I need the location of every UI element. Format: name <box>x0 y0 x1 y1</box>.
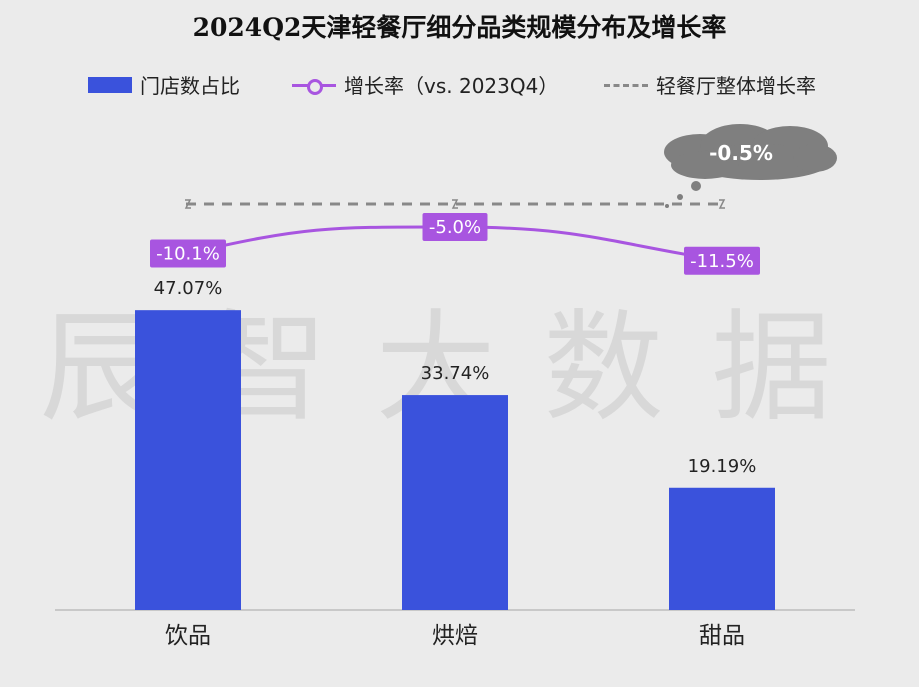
legend: 门店数占比 增长率（vs. 2023Q4） 轻餐厅整体增长率 <box>0 70 919 98</box>
legend-bar-label: 门店数占比 <box>140 74 240 98</box>
cloud-tail-dot <box>665 204 669 208</box>
overall-growth-label: -0.5% <box>709 141 773 165</box>
legend-dash-label: 轻餐厅整体增长率 <box>656 74 816 98</box>
cloud-tail-dot <box>677 194 683 200</box>
legend-item-line: 增长率（vs. 2023Q4） <box>292 70 558 99</box>
category-label: 饮品 <box>165 623 211 649</box>
chart-title: 2024Q2天津轻餐厅细分品类规模分布及增长率 <box>192 13 727 42</box>
bar-value-label: 19.19% <box>688 456 757 477</box>
growth-rate-label: -11.5% <box>690 251 754 272</box>
growth-rate-label-box <box>422 213 488 241</box>
overall-growth-marker <box>184 199 192 209</box>
legend-dash-swatch <box>604 77 648 93</box>
bar <box>402 395 508 610</box>
growth-rate-label: -10.1% <box>156 244 220 265</box>
legend-item-dash: 轻餐厅整体增长率 <box>604 70 816 99</box>
legend-bar-swatch <box>88 76 132 93</box>
overall-growth-marker <box>718 199 726 209</box>
cloud-callout <box>793 144 837 172</box>
growth-rate-label-box <box>684 246 760 275</box>
cloud-callout <box>671 151 739 179</box>
bar-value-label: 47.07% <box>154 278 223 299</box>
growth-rate-label-box <box>150 239 226 268</box>
bar <box>669 487 775 610</box>
category-label: 甜品 <box>699 623 745 649</box>
bar-value-label: 33.74% <box>421 363 490 384</box>
overall-growth-marker <box>451 199 459 209</box>
legend-line-label: 增长率（vs. 2023Q4） <box>344 74 559 98</box>
cloud-tail-dot <box>691 181 701 191</box>
growth-rate-label: -5.0% <box>429 217 481 238</box>
legend-line-swatch <box>292 77 336 95</box>
legend-item-bar: 门店数占比 <box>88 70 240 99</box>
category-label: 烘焙 <box>432 623 478 649</box>
bar <box>135 310 241 610</box>
